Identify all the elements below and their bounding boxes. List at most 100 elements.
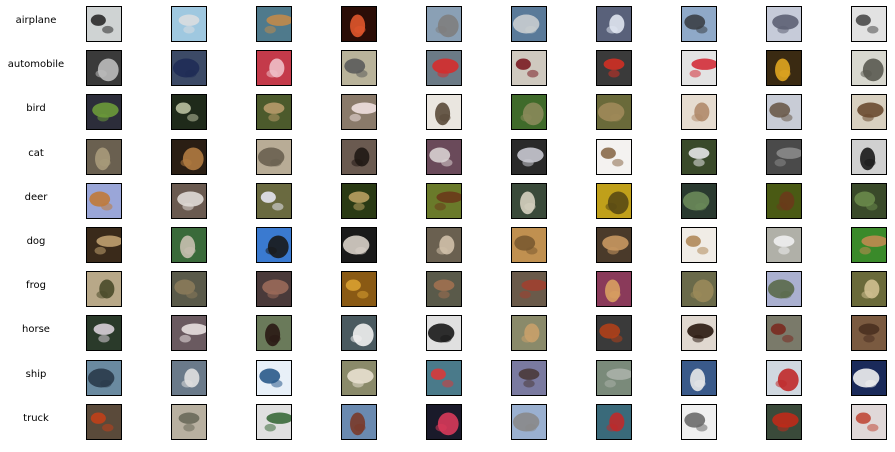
bird-image-5 [426, 94, 462, 130]
horse-image-1 [86, 315, 122, 351]
deer-image-10 [851, 183, 887, 219]
bird-image-8 [681, 94, 717, 130]
dog-image-7 [596, 227, 632, 263]
cat-image-3 [256, 139, 292, 175]
row-label-automobile: automobile [7, 59, 65, 70]
deer-image-2 [171, 183, 207, 219]
deer-image-7 [596, 183, 632, 219]
horse-image-7 [596, 315, 632, 351]
automobile-image-9 [766, 50, 802, 86]
ship-image-8 [681, 360, 717, 396]
automobile-image-6 [511, 50, 547, 86]
airplane-image-6 [511, 6, 547, 42]
automobile-image-3 [256, 50, 292, 86]
dog-image-5 [426, 227, 462, 263]
deer-image-3 [256, 183, 292, 219]
deer-image-8 [681, 183, 717, 219]
row-label-truck: truck [23, 413, 49, 424]
cat-image-2 [171, 139, 207, 175]
dog-image-9 [766, 227, 802, 263]
row-label-dog: dog [26, 236, 46, 247]
row-label-bird: bird [26, 103, 46, 114]
automobile-image-10 [851, 50, 887, 86]
bird-image-10 [851, 94, 887, 130]
bird-image-7 [596, 94, 632, 130]
cat-image-4 [341, 139, 377, 175]
frog-image-9 [766, 271, 802, 307]
frog-image-1 [86, 271, 122, 307]
frog-image-10 [851, 271, 887, 307]
horse-image-8 [681, 315, 717, 351]
truck-image-4 [341, 404, 377, 440]
horse-image-5 [426, 315, 462, 351]
airplane-image-10 [851, 6, 887, 42]
deer-image-5 [426, 183, 462, 219]
automobile-image-7 [596, 50, 632, 86]
truck-image-7 [596, 404, 632, 440]
cat-image-6 [511, 139, 547, 175]
cat-image-7 [596, 139, 632, 175]
airplane-image-1 [86, 6, 122, 42]
truck-image-3 [256, 404, 292, 440]
automobile-image-1 [86, 50, 122, 86]
row-label-cat: cat [28, 148, 44, 159]
truck-image-1 [86, 404, 122, 440]
bird-image-2 [171, 94, 207, 130]
airplane-image-4 [341, 6, 377, 42]
cat-image-8 [681, 139, 717, 175]
frog-image-6 [511, 271, 547, 307]
cat-image-1 [86, 139, 122, 175]
ship-image-3 [256, 360, 292, 396]
ship-image-6 [511, 360, 547, 396]
truck-image-8 [681, 404, 717, 440]
ship-image-4 [341, 360, 377, 396]
airplane-image-9 [766, 6, 802, 42]
airplane-image-8 [681, 6, 717, 42]
row-label-airplane: airplane [15, 15, 57, 26]
deer-image-1 [86, 183, 122, 219]
truck-image-2 [171, 404, 207, 440]
frog-image-3 [256, 271, 292, 307]
cat-image-10 [851, 139, 887, 175]
airplane-image-7 [596, 6, 632, 42]
automobile-image-8 [681, 50, 717, 86]
row-label-frog: frog [26, 280, 46, 291]
deer-image-6 [511, 183, 547, 219]
automobile-image-4 [341, 50, 377, 86]
truck-image-10 [851, 404, 887, 440]
row-label-ship: ship [25, 369, 47, 380]
frog-image-4 [341, 271, 377, 307]
horse-image-6 [511, 315, 547, 351]
automobile-image-2 [171, 50, 207, 86]
deer-image-9 [766, 183, 802, 219]
dog-image-6 [511, 227, 547, 263]
dog-image-10 [851, 227, 887, 263]
frog-image-2 [171, 271, 207, 307]
bird-image-1 [86, 94, 122, 130]
ship-image-7 [596, 360, 632, 396]
bird-image-9 [766, 94, 802, 130]
ship-image-9 [766, 360, 802, 396]
truck-image-9 [766, 404, 802, 440]
frog-image-7 [596, 271, 632, 307]
dog-image-8 [681, 227, 717, 263]
horse-image-2 [171, 315, 207, 351]
dog-image-4 [341, 227, 377, 263]
ship-image-2 [171, 360, 207, 396]
bird-image-6 [511, 94, 547, 130]
horse-image-9 [766, 315, 802, 351]
dog-image-1 [86, 227, 122, 263]
ship-image-5 [426, 360, 462, 396]
frog-image-8 [681, 271, 717, 307]
row-label-deer: deer [24, 192, 48, 203]
frog-image-5 [426, 271, 462, 307]
cat-image-5 [426, 139, 462, 175]
dog-image-2 [171, 227, 207, 263]
bird-image-4 [341, 94, 377, 130]
horse-image-10 [851, 315, 887, 351]
dog-image-3 [256, 227, 292, 263]
airplane-image-3 [256, 6, 292, 42]
truck-image-5 [426, 404, 462, 440]
airplane-image-2 [171, 6, 207, 42]
row-label-horse: horse [22, 324, 50, 335]
